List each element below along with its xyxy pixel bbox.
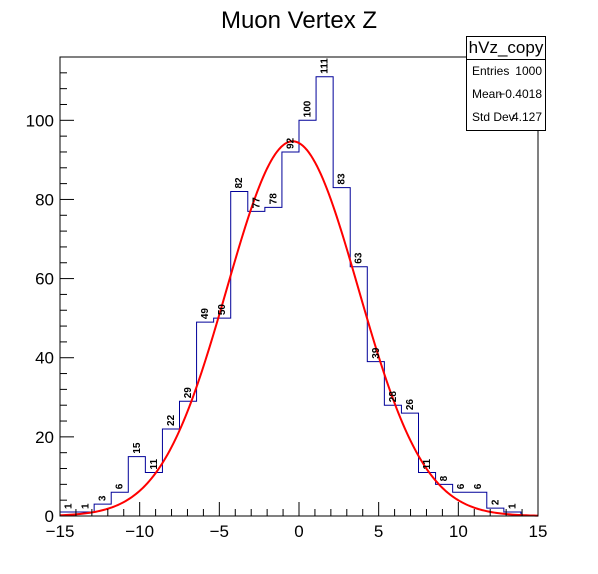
histogram-bin <box>316 77 333 516</box>
stats-row-std-dev: Std Dev 4.127 <box>467 106 545 129</box>
bin-value-label: 11 <box>422 458 433 469</box>
histogram-bin <box>180 401 197 516</box>
y-tick-label: 0 <box>45 507 54 526</box>
bin-value-label: 8 <box>439 475 450 481</box>
bin-value-label: 3 <box>98 495 109 501</box>
x-tick-label: −5 <box>210 522 229 541</box>
y-tick-label: 80 <box>35 190 54 209</box>
histogram-bin <box>248 211 265 516</box>
x-tick-label: 10 <box>449 522 468 541</box>
x-tick-label: 15 <box>529 522 548 541</box>
histogram-bin <box>214 318 231 516</box>
histogram-bin <box>299 120 316 516</box>
bin-value-label: 11 <box>149 458 160 469</box>
histogram-bin <box>384 405 401 516</box>
histogram-bin <box>128 457 145 516</box>
bin-value-label: 111 <box>320 58 331 74</box>
bin-value-label: 26 <box>405 399 416 411</box>
stats-row-entries: Entries 1000 <box>467 60 545 83</box>
bin-value-label: 77 <box>251 197 262 209</box>
histogram-bin <box>367 362 384 516</box>
bin-value-label: 92 <box>285 137 296 149</box>
histogram-bin <box>282 152 299 516</box>
bin-value-label: 50 <box>217 304 228 316</box>
stats-label-std-dev: Std Dev <box>472 110 515 124</box>
x-tick-label: 5 <box>374 522 383 541</box>
x-tick-label: 0 <box>294 522 303 541</box>
bin-value-label: 6 <box>115 483 126 489</box>
histogram-bin <box>197 322 214 516</box>
stats-label-entries: Entries <box>472 64 510 78</box>
histogram-bin <box>145 472 162 516</box>
bin-value-label: 49 <box>200 308 211 320</box>
stats-label-mean: Mean <box>472 87 503 101</box>
bin-value-label: 83 <box>337 173 348 185</box>
bin-value-label: 39 <box>371 347 382 359</box>
stats-row-mean: Mean −0.4018 <box>467 83 545 106</box>
bin-value-label: 29 <box>183 387 194 399</box>
bin-value-label: 6 <box>473 483 484 489</box>
y-axis: 0 20 40 60 80 100 <box>26 56 74 526</box>
bin-value-label: 22 <box>166 414 177 426</box>
x-tick-label: −10 <box>125 522 154 541</box>
chart-title: Muon Vertex Z <box>221 7 377 34</box>
y-tick-label: 60 <box>35 270 54 289</box>
bin-value-label: 82 <box>234 177 245 189</box>
x-tick-label: −15 <box>46 522 75 541</box>
bin-value-label: 100 <box>303 100 314 117</box>
gaussian-fit-curve <box>59 140 539 517</box>
histogram-bin <box>350 267 367 516</box>
y-tick-label: 100 <box>26 111 54 130</box>
x-axis: −15 −10 −5 0 5 10 15 <box>46 502 548 541</box>
bin-value-label: 63 <box>354 252 365 264</box>
stats-value-std-dev: 4.127 <box>511 110 542 124</box>
histogram-outline <box>59 76 538 517</box>
bin-value-label: 15 <box>132 442 143 454</box>
stats-title: hVz_copy <box>467 37 545 60</box>
histogram-bin <box>231 192 248 516</box>
y-tick-label: 40 <box>35 349 54 368</box>
y-tick-label: 20 <box>35 428 54 447</box>
stats-box: hVz_copy Entries 1000 Mean −0.4018 Std D… <box>466 36 546 131</box>
histogram-bin <box>265 207 282 516</box>
histogram-bin <box>162 429 179 516</box>
bin-value-label: 1 <box>507 503 518 509</box>
bin-value-label: 6 <box>456 483 467 489</box>
bin-value-label: 1 <box>64 503 75 509</box>
stats-value-entries: 1000 <box>515 64 542 78</box>
bin-value-label: 2 <box>490 499 501 505</box>
histogram-bin <box>333 188 350 516</box>
histogram-bin <box>470 492 487 516</box>
bin-value-label: 28 <box>388 391 399 403</box>
bin-value-label: 78 <box>268 193 279 205</box>
bin-value-label: 1 <box>81 503 92 509</box>
stats-value-mean: −0.4018 <box>498 87 542 101</box>
